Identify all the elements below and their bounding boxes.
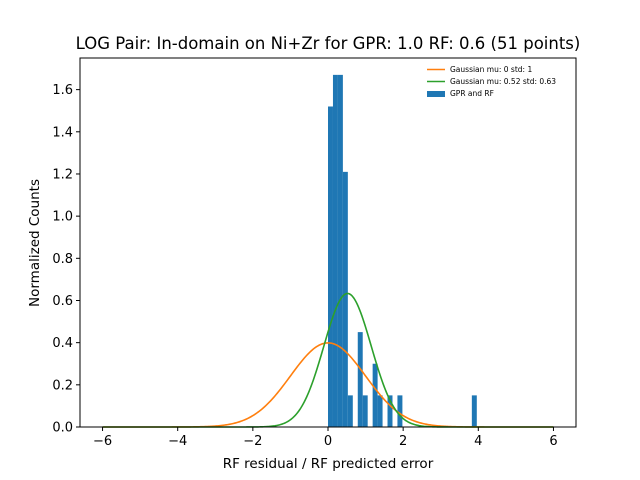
y-tick-label: 0.2 — [52, 378, 73, 393]
legend-swatch-histogram — [427, 91, 445, 97]
legend-label-histogram: GPR and RF — [450, 89, 494, 98]
histogram-bar — [357, 332, 363, 427]
x-tick-label: −2 — [243, 434, 262, 449]
legend-label-gaussian-standard: Gaussian mu: 0 std: 1 — [450, 65, 532, 74]
chart-title: LOG Pair: In-domain on Ni+Zr for GPR: 1.… — [76, 34, 581, 53]
y-tick-label: 1.6 — [52, 83, 73, 98]
y-axis-label: Normalized Counts — [27, 179, 43, 307]
histogram-bar — [387, 395, 393, 427]
histogram-bar — [337, 74, 343, 428]
x-axis-ticks: −6 −4 −2 0 2 4 6 — [93, 427, 558, 449]
y-tick-label: 0.8 — [52, 252, 73, 267]
plot-area: −6 −4 −2 0 2 4 6 0.0 0.2 0.4 0.6 0.8 1.0 1.2 1.4 1.6 — [52, 57, 577, 449]
x-tick-label: −4 — [168, 434, 187, 449]
x-axis-label: RF residual / RF predicted error — [223, 456, 434, 472]
legend: Gaussian mu: 0 std: 1 Gaussian mu: 0.52 … — [427, 65, 556, 98]
x-tick-label: −6 — [93, 434, 112, 449]
x-tick-label: 0 — [324, 434, 332, 449]
y-tick-label: 0.4 — [52, 336, 73, 351]
y-tick-label: 1.4 — [52, 125, 73, 140]
legend-label-gaussian-fit: Gaussian mu: 0.52 std: 0.63 — [450, 77, 556, 86]
histogram-bar — [362, 395, 368, 427]
histogram-bar — [372, 363, 378, 427]
histogram-bar — [377, 395, 383, 427]
x-tick-label: 4 — [474, 434, 482, 449]
histogram-bars — [328, 74, 477, 428]
y-tick-label: 1.2 — [52, 167, 73, 182]
y-axis-ticks: 0.0 0.2 0.4 0.6 0.8 1.0 1.2 1.4 1.6 — [52, 83, 80, 436]
histogram-bar — [332, 74, 338, 428]
histogram-bar — [471, 395, 477, 427]
y-tick-label: 0.6 — [52, 294, 73, 309]
histogram-bar — [397, 395, 403, 427]
histogram-bar — [328, 106, 333, 428]
x-tick-label: 2 — [399, 434, 407, 449]
y-tick-label: 0.0 — [52, 421, 73, 436]
x-tick-label: 6 — [549, 434, 557, 449]
histogram-bar — [342, 171, 348, 427]
y-tick-label: 1.0 — [52, 210, 73, 225]
histogram-bar — [347, 395, 353, 427]
